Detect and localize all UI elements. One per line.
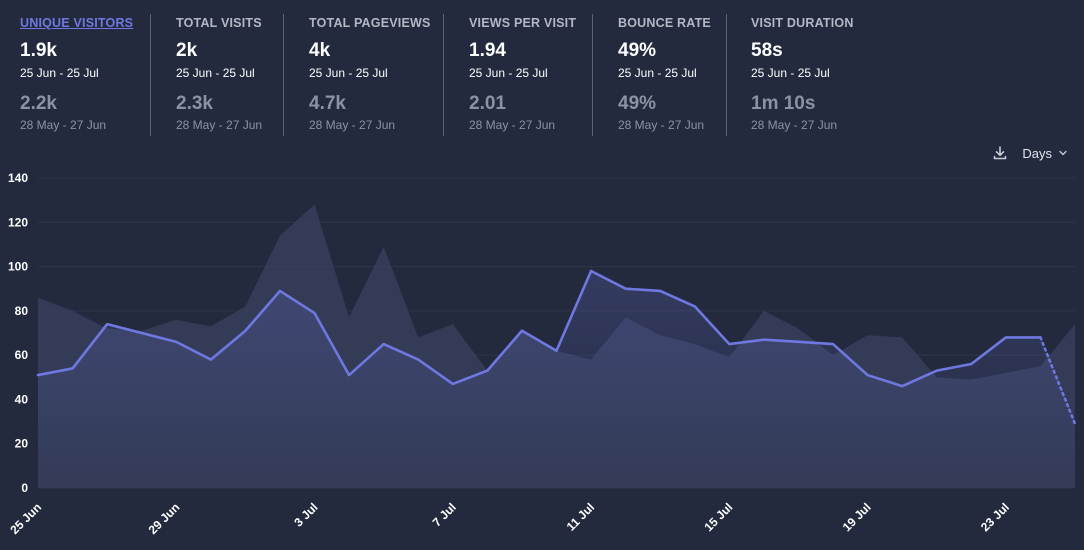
x-tick-label: 25 Jun xyxy=(7,500,44,537)
metric-visit-duration[interactable]: VISIT DURATION 58s 25 Jun - 25 Jul 1m 10… xyxy=(751,14,881,136)
metric-range: 25 Jun - 25 Jul xyxy=(751,66,830,80)
metric-label[interactable]: VIEWS PER VISIT xyxy=(469,16,577,30)
visitors-chart[interactable]: 0 20 40 60 80 100 120 140 25 Jun 29 Jun 3 Jul 7 Ju… xyxy=(0,160,1084,550)
metric-range: 25 Jun - 25 Jul xyxy=(309,66,388,80)
x-axis: 25 Jun 29 Jun 3 Jul 7 Jul 11 Jul 15 Jul 19 Jul… xyxy=(7,500,1012,537)
metric-value: 1.94 xyxy=(469,40,506,61)
metric-value: 1.9k xyxy=(20,40,57,61)
metric-range: 25 Jun - 25 Jul xyxy=(176,66,255,80)
metric-previous-value: 49% xyxy=(618,93,657,114)
metric-views-per-visit[interactable]: VIEWS PER VISIT 1.94 25 Jun - 25 Jul 2.0… xyxy=(469,14,593,136)
metric-previous-range: 28 May - 27 Jun xyxy=(309,118,396,132)
download-button[interactable] xyxy=(990,143,1010,163)
metric-previous-range: 28 May - 27 Jun xyxy=(618,118,705,132)
metric-previous-range: 28 May - 27 Jun xyxy=(751,118,838,132)
y-tick-label: 100 xyxy=(8,260,28,274)
metric-previous-value: 2.2k xyxy=(20,93,57,114)
current-period-partial-segment xyxy=(1039,336,1077,426)
x-tick-label: 19 Jul xyxy=(840,500,874,534)
y-tick-label: 0 xyxy=(21,481,28,495)
y-tick-label: 60 xyxy=(15,348,29,362)
top-stats-bar: UNIQUE VISITORS 1.9k 25 Jun - 25 Jul 2.2… xyxy=(0,0,1084,140)
metric-range: 25 Jun - 25 Jul xyxy=(20,66,99,80)
chart-toolbar: Days xyxy=(990,143,1068,163)
metric-label[interactable]: TOTAL PAGEVIEWS xyxy=(309,16,431,30)
metric-value: 49% xyxy=(618,40,657,61)
metric-label[interactable]: VISIT DURATION xyxy=(751,16,854,30)
current-period-area xyxy=(38,271,1075,488)
metric-total-pageviews[interactable]: TOTAL PAGEVIEWS 4k 25 Jun - 25 Jul 4.7k … xyxy=(309,14,444,136)
y-tick-label: 120 xyxy=(8,215,28,229)
metric-label[interactable]: TOTAL VISITS xyxy=(176,16,262,30)
y-axis: 0 20 40 60 80 100 120 140 xyxy=(8,171,28,495)
metric-previous-range: 28 May - 27 Jun xyxy=(20,118,107,132)
metric-total-visits[interactable]: TOTAL VISITS 2k 25 Jun - 25 Jul 2.3k 28 … xyxy=(176,14,284,136)
metric-value: 2k xyxy=(176,40,198,61)
current-period-series xyxy=(36,269,1077,488)
x-tick-label: 23 Jul xyxy=(978,500,1012,534)
download-icon xyxy=(994,146,1007,160)
metric-previous-range: 28 May - 27 Jun xyxy=(176,118,263,132)
x-tick-label: 7 Jul xyxy=(430,500,459,529)
y-tick-label: 20 xyxy=(15,437,29,451)
x-tick-label: 29 Jun xyxy=(146,500,183,537)
metric-range: 25 Jun - 25 Jul xyxy=(618,66,697,80)
metric-previous-range: 28 May - 27 Jun xyxy=(469,118,556,132)
y-tick-label: 80 xyxy=(15,304,29,318)
current-period-line xyxy=(36,269,1042,388)
metric-previous-value: 4.7k xyxy=(309,93,346,114)
metric-label[interactable]: BOUNCE RATE xyxy=(618,16,711,30)
interval-label: Days xyxy=(1022,145,1052,161)
metric-previous-value: 2.01 xyxy=(469,93,506,114)
metric-range: 25 Jun - 25 Jul xyxy=(469,66,548,80)
chevron-down-icon xyxy=(1059,150,1067,156)
metric-previous-value: 2.3k xyxy=(176,93,213,114)
metric-bounce-rate[interactable]: BOUNCE RATE 49% 25 Jun - 25 Jul 49% 28 M… xyxy=(618,14,727,136)
metric-value: 4k xyxy=(309,40,331,61)
x-tick-label: 15 Jul xyxy=(701,500,735,534)
metric-unique-visitors[interactable]: UNIQUE VISITORS 1.9k 25 Jun - 25 Jul 2.2… xyxy=(20,14,151,136)
y-tick-label: 140 xyxy=(8,171,28,185)
interval-dropdown[interactable]: Days xyxy=(1022,146,1068,161)
metric-previous-value: 1m 10s xyxy=(751,93,816,114)
metric-value: 58s xyxy=(751,40,783,61)
x-tick-label: 3 Jul xyxy=(291,500,320,529)
metric-label[interactable]: UNIQUE VISITORS xyxy=(20,16,134,30)
x-tick-label: 11 Jul xyxy=(564,500,597,533)
y-tick-label: 40 xyxy=(15,392,29,406)
